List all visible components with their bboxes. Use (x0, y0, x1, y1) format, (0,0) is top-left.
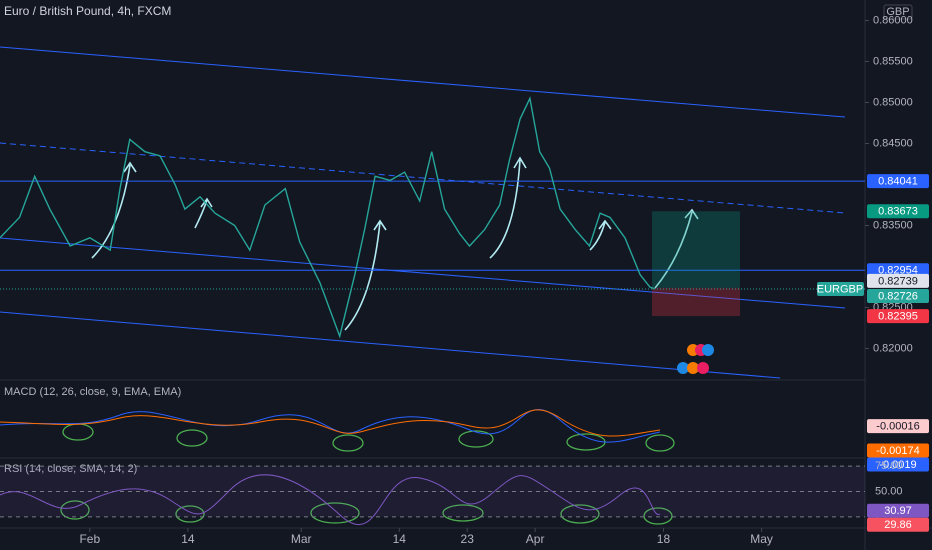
channel-line (0, 237, 846, 309)
macd-wave (0, 408, 661, 443)
circle (310, 502, 360, 524)
macd-label: -0.0019 (879, 459, 916, 471)
macd-title: MACD (12, 26, close, 9, EMA, EMA) (4, 386, 181, 398)
arrow (589, 219, 612, 251)
x-tick-label: Feb (79, 532, 100, 546)
arrow (344, 219, 387, 331)
symbol-label: EURGBP (817, 283, 863, 295)
x-tick-label: 14 (393, 532, 407, 546)
y-tick-label: 0.84500 (873, 137, 913, 149)
plot-layer: 0.860000.855000.850000.845000.835000.825… (0, 14, 929, 546)
x-tick-label: Mar (291, 532, 312, 546)
arrow (654, 208, 699, 289)
currency-label[interactable]: GBP (886, 6, 909, 18)
channel-drawings (0, 46, 846, 379)
rsi-label: 30.97 (884, 505, 912, 517)
circle (458, 430, 494, 448)
x-tick-label: 23 (461, 532, 475, 546)
currency-box[interactable] (883, 4, 913, 20)
symbol-box (817, 281, 864, 296)
event-icon (687, 362, 699, 374)
circle (176, 429, 208, 447)
event-icons (677, 344, 714, 374)
event-icon (697, 362, 709, 374)
circle (643, 507, 673, 525)
x-tick-label: 18 (657, 532, 671, 546)
rsi-wave (0, 474, 661, 525)
event-icon (702, 344, 714, 356)
macd-label: -0.00174 (876, 445, 919, 457)
stop-zone (652, 287, 740, 317)
circle (442, 504, 484, 522)
x-tick-label: Apr (526, 532, 545, 546)
last-price-label: 0.82726 (878, 290, 918, 302)
rsi-title: RSI (14, close, SMA, 14, 2) (4, 463, 137, 475)
price-line (0, 96, 656, 339)
y-tick-label: 0.86000 (873, 14, 913, 26)
level-label: 0.84041 (878, 176, 918, 188)
target-label: 0.83673 (878, 206, 918, 218)
x-tick-label: 14 (181, 532, 195, 546)
circle (60, 500, 90, 520)
rsi-label: 29.86 (884, 519, 912, 531)
y-tick-label: 0.82000 (873, 342, 913, 354)
rsi-label-box (867, 503, 929, 518)
rsi-label-box (867, 517, 929, 532)
arrow (489, 156, 527, 259)
macd-label: -0.00016 (876, 420, 919, 432)
channel-midline (0, 142, 846, 214)
channel-line (0, 311, 781, 379)
level-label-box (867, 174, 929, 189)
circle (560, 504, 600, 524)
stop-label: 0.82395 (878, 310, 918, 322)
level-label: 0.82954 (878, 265, 918, 277)
level-label-box (867, 263, 929, 278)
circle (332, 434, 364, 452)
annotation-circles (60, 423, 675, 525)
macd-label-box (867, 443, 929, 458)
target-zone (652, 211, 740, 288)
entry-label-box (867, 273, 929, 288)
y-tick-label: 0.85500 (873, 55, 913, 67)
event-icon (677, 362, 689, 374)
channel-line (0, 46, 846, 118)
circle (175, 505, 205, 523)
arrow (194, 197, 213, 229)
entry-label: 0.82739 (878, 275, 918, 287)
x-tick-label: May (750, 532, 773, 546)
chart-title: Euro / British Pound, 4h, FXCM (4, 4, 171, 18)
y-tick-label: 0.85000 (873, 96, 913, 108)
signal-wave (0, 409, 661, 437)
circle (645, 434, 675, 452)
macd-label-box (867, 457, 929, 472)
stop-label-box (867, 309, 929, 324)
rsi-tick-label: 50.00 (875, 485, 903, 497)
macd-label-box (867, 419, 929, 434)
y-tick-label: 0.83500 (873, 219, 913, 231)
last-price-label-box (867, 288, 929, 303)
rsi-tick-label: 75.00 (875, 460, 903, 472)
target-label-box (867, 204, 929, 219)
